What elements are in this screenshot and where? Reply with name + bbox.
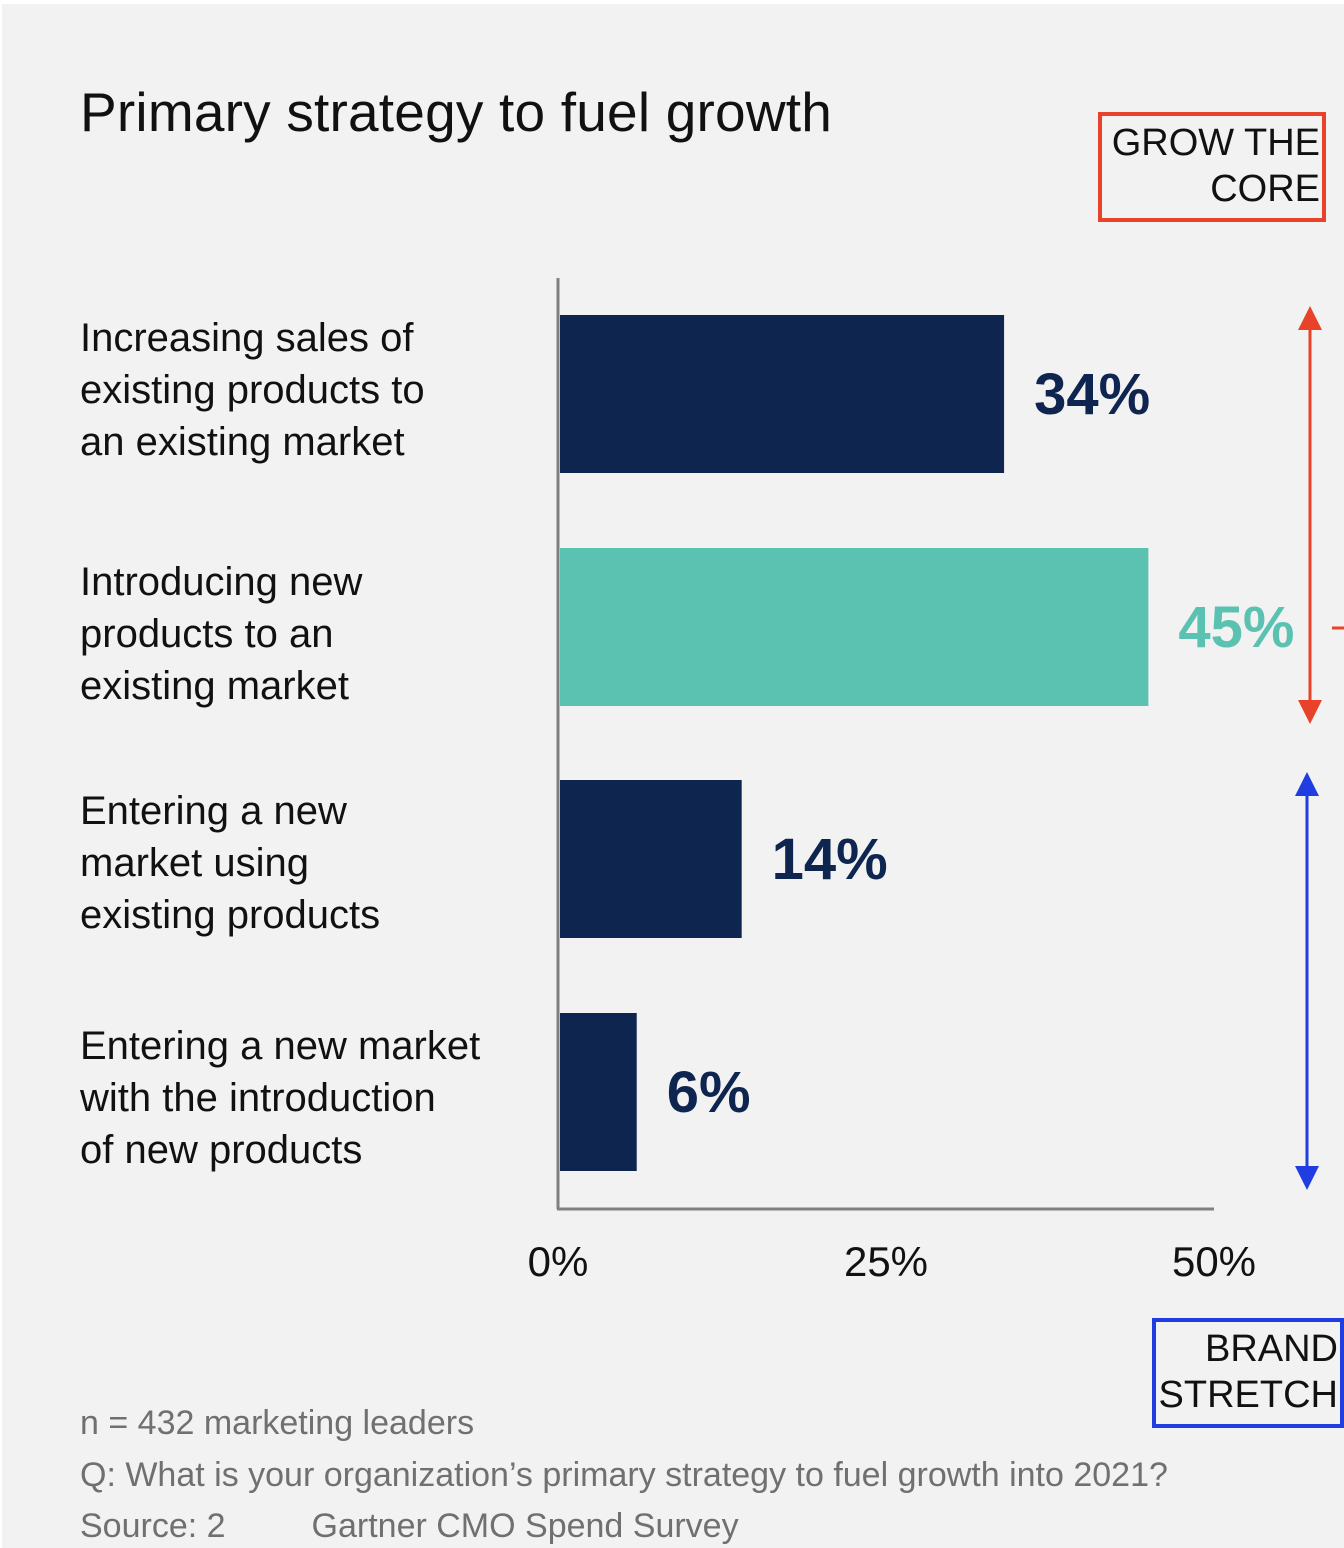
- bar: [560, 315, 1005, 473]
- chart-title: Primary strategy to fuel growth: [80, 81, 833, 143]
- grow-the-core-arrow-head-up: [1298, 306, 1322, 330]
- grow-the-core-tag: GROW THE CORE: [1098, 112, 1326, 222]
- bar-value-label: 6%: [667, 1060, 751, 1125]
- source-name: Gartner CMO Spend Survey: [311, 1507, 739, 1545]
- x-tick-label: 25%: [844, 1238, 928, 1285]
- category-label: Entering a new market with the introduct…: [80, 1024, 481, 1172]
- source-prefix: Source: 2: [80, 1507, 226, 1545]
- bar-value-label: 14%: [772, 827, 888, 892]
- bar: [560, 780, 742, 938]
- sample-size-note: n = 432 marketing leaders: [80, 1404, 475, 1442]
- category-label: Entering a new market using existing pro…: [80, 789, 381, 937]
- category-label: Introducing new products to an existing …: [80, 560, 363, 708]
- x-tick-label: 0%: [528, 1238, 589, 1285]
- brand-stretch-arrow-head-up: [1295, 772, 1319, 796]
- source-note: Source: 2 Gartner CMO Spend Survey: [80, 1507, 739, 1546]
- bar: [560, 548, 1149, 706]
- brand-stretch-arrow-head-down: [1295, 1166, 1319, 1190]
- bar-value-label: 34%: [1034, 362, 1150, 427]
- bar-value-label: 45%: [1178, 595, 1294, 660]
- bar: [560, 1013, 637, 1171]
- x-tick-label: 50%: [1172, 1238, 1256, 1285]
- survey-question: Q: What is your organization’s primary s…: [80, 1456, 1168, 1494]
- category-label: Increasing sales of existing products to…: [80, 316, 425, 464]
- brand-stretch-tag: BRAND STRETCH: [1152, 1318, 1344, 1428]
- grow-the-core-arrow-head-down: [1298, 700, 1322, 724]
- bar-chart: 34% 45% 14% 6% 0% 25% 50%: [528, 278, 1344, 1285]
- chart-panel: Primary strategy to fuel growth Increasi…: [2, 4, 1344, 1548]
